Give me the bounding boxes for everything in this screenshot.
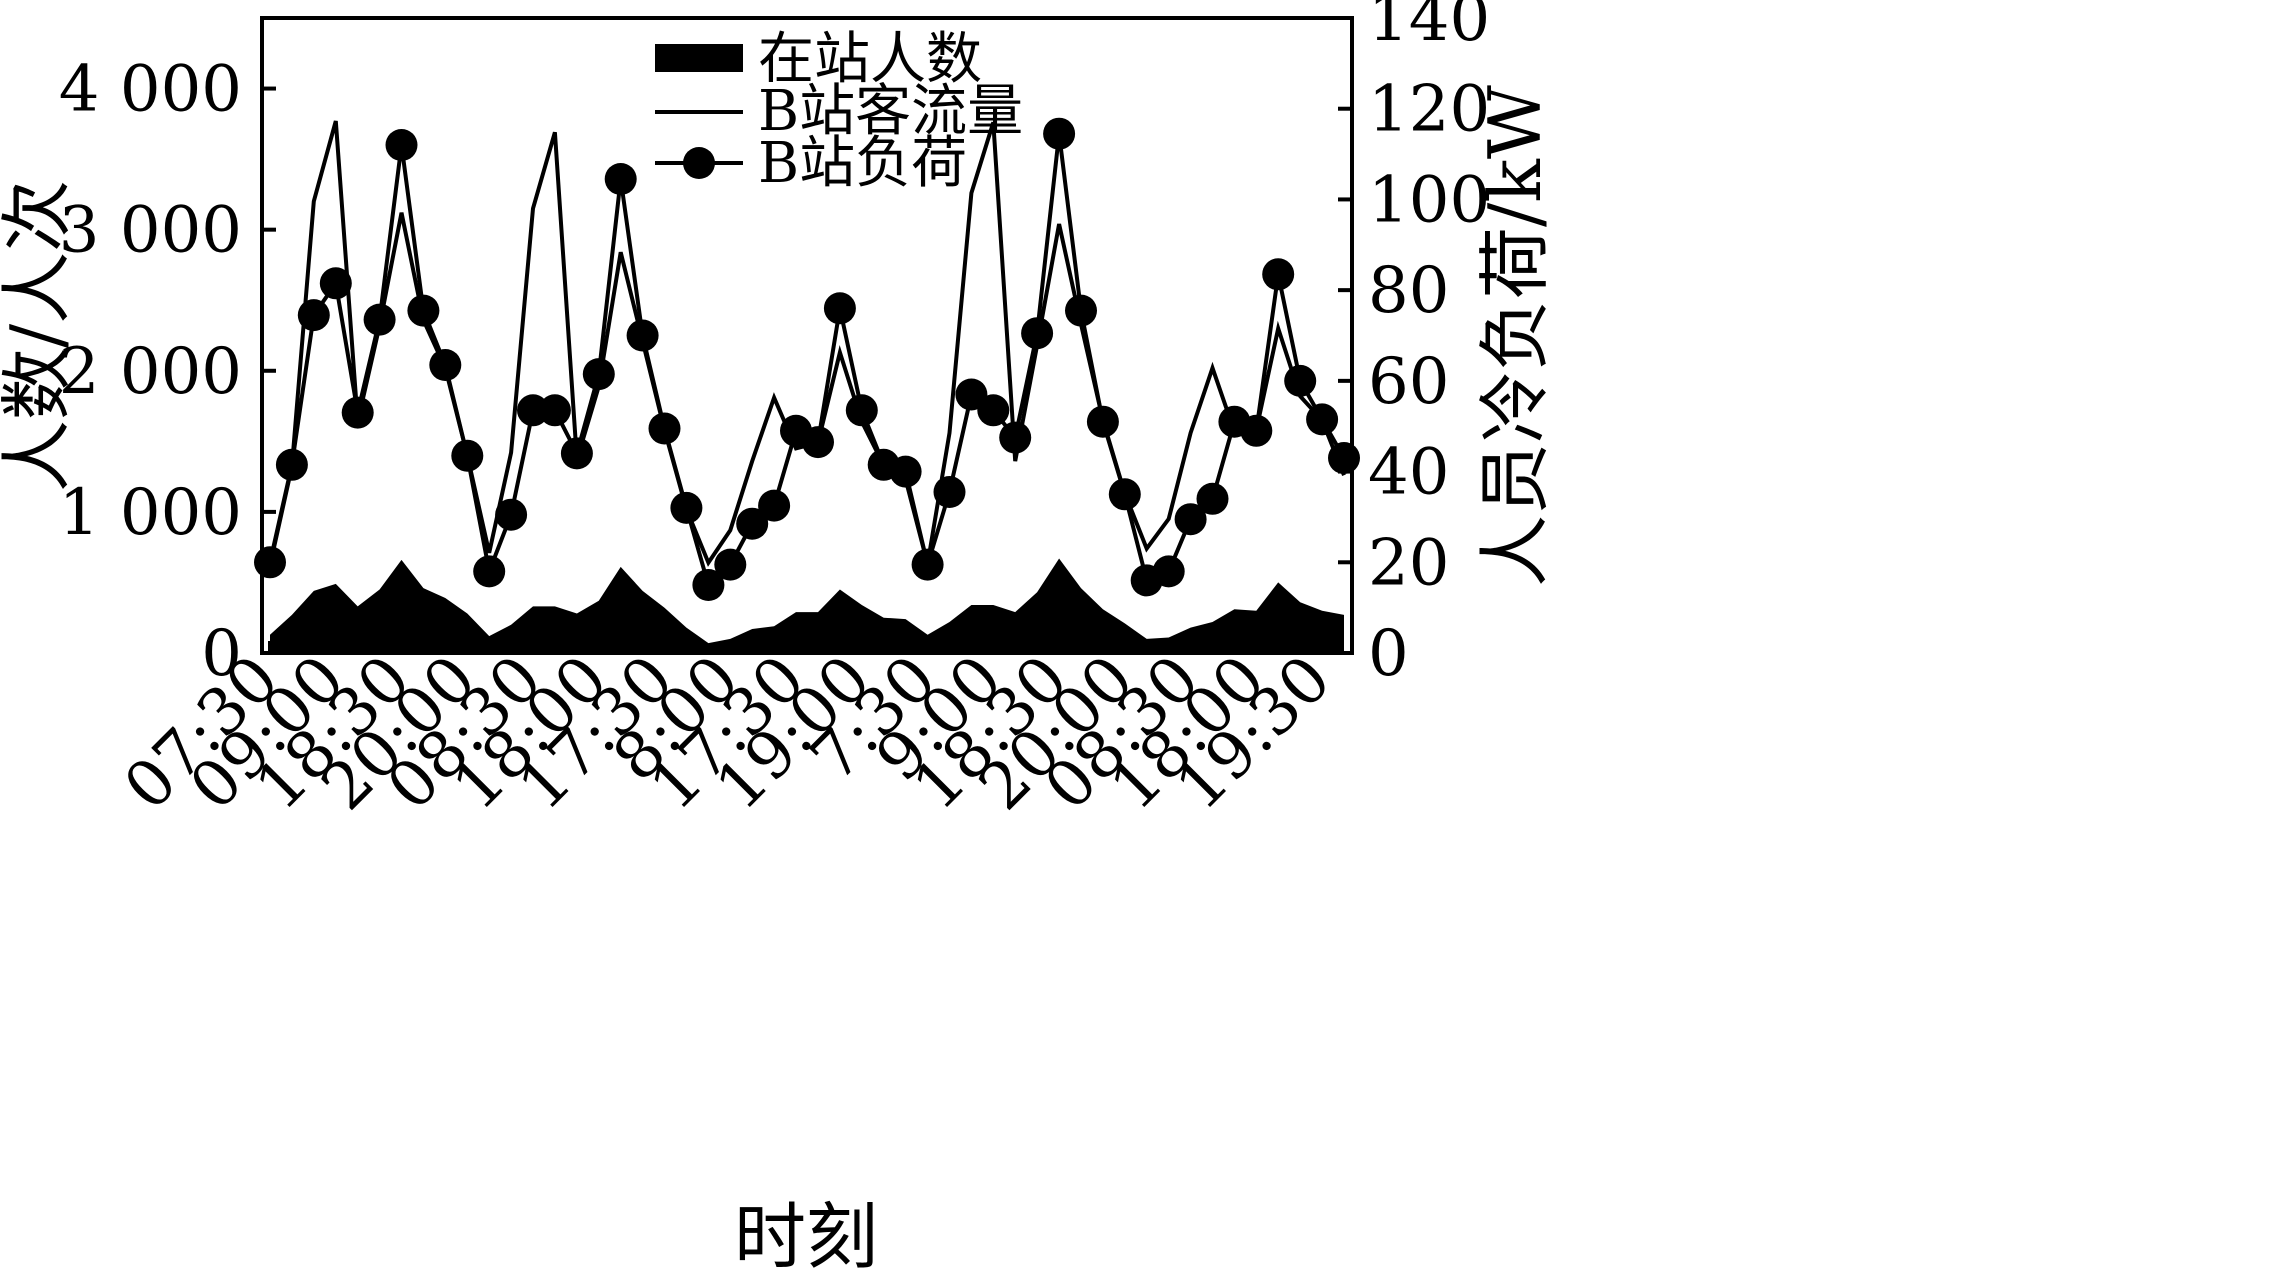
load-point [341, 396, 374, 429]
load-point [714, 548, 747, 581]
load-point [407, 294, 440, 327]
load-point [473, 555, 506, 588]
y-right-tick-label: 20 [1368, 526, 1449, 600]
load-point [429, 349, 462, 381]
load-point [1174, 503, 1207, 536]
load-point [889, 455, 922, 488]
load-point [1108, 478, 1141, 511]
load-point [451, 439, 484, 472]
load-point [1065, 294, 1097, 327]
load-point [1086, 405, 1119, 438]
load-point [319, 267, 352, 300]
load-point [845, 394, 878, 427]
y-left-tick-label: 1 000 [59, 476, 242, 550]
load-point [363, 303, 396, 336]
y-right-tick-label: 80 [1368, 254, 1449, 328]
legend-swatch-area [655, 44, 743, 72]
load-point [977, 394, 1010, 427]
load-point [736, 507, 769, 540]
load-point [933, 476, 966, 508]
load-point [604, 163, 637, 195]
load-point [911, 548, 944, 581]
load-point [297, 299, 330, 332]
load-point [692, 569, 725, 601]
load-point [999, 421, 1032, 454]
area-layer [270, 558, 1344, 653]
x-axis-title: 时刻 [734, 1195, 878, 1279]
load-point [560, 437, 593, 470]
y-left-tick-label: 4 000 [59, 53, 242, 127]
marker-layer [254, 117, 1360, 601]
load-point [1196, 482, 1229, 515]
y-right-tick-label: 100 [1368, 163, 1490, 237]
legend-label: B站负荷 [758, 131, 967, 196]
load-point [254, 546, 286, 579]
load-point [1043, 117, 1076, 150]
y-axis-right-title: 人员冷负荷/kW [1473, 85, 1557, 587]
load-point [385, 129, 418, 161]
legend-swatch-marker [683, 147, 715, 179]
y-right-tick-label: 0 [1368, 617, 1409, 691]
load-point [823, 292, 856, 325]
load-point [1152, 555, 1185, 588]
load-point [582, 358, 615, 391]
load-point [670, 491, 703, 524]
load-point [1284, 364, 1317, 397]
plot-frame [260, 16, 1354, 655]
load-point [495, 498, 528, 531]
y-left-tick-label: 3 000 [59, 194, 242, 268]
load-point [1306, 403, 1339, 436]
y-right-tick-label: 120 [1368, 73, 1490, 147]
load-point [275, 448, 308, 481]
load-point [626, 319, 659, 352]
load-point [517, 394, 549, 427]
y-left-tick-label: 0 [201, 617, 242, 691]
y-axis-left-title: 人数/人次 [0, 180, 79, 492]
legend-label: B站客流量 [758, 79, 1023, 144]
y-right-tick-label: 40 [1368, 436, 1449, 510]
load-point [1262, 258, 1295, 291]
load-point [758, 489, 791, 522]
load-point [648, 412, 681, 445]
series-area-people [270, 558, 1344, 653]
y-right-tick-label: 60 [1368, 345, 1449, 419]
load-point [1240, 414, 1273, 447]
load-point [802, 426, 834, 459]
load-point [1328, 442, 1360, 474]
load-point [538, 394, 571, 427]
legend-label: 在站人数 [758, 27, 982, 92]
load-point [1021, 317, 1054, 350]
legend: 在站人数 B站客流量 B站负荷 [655, 27, 1023, 196]
y-left-tick-label: 2 000 [59, 335, 242, 409]
tick-layer [262, 16, 1352, 655]
y-right-tick-label: 140 [1368, 0, 1490, 56]
